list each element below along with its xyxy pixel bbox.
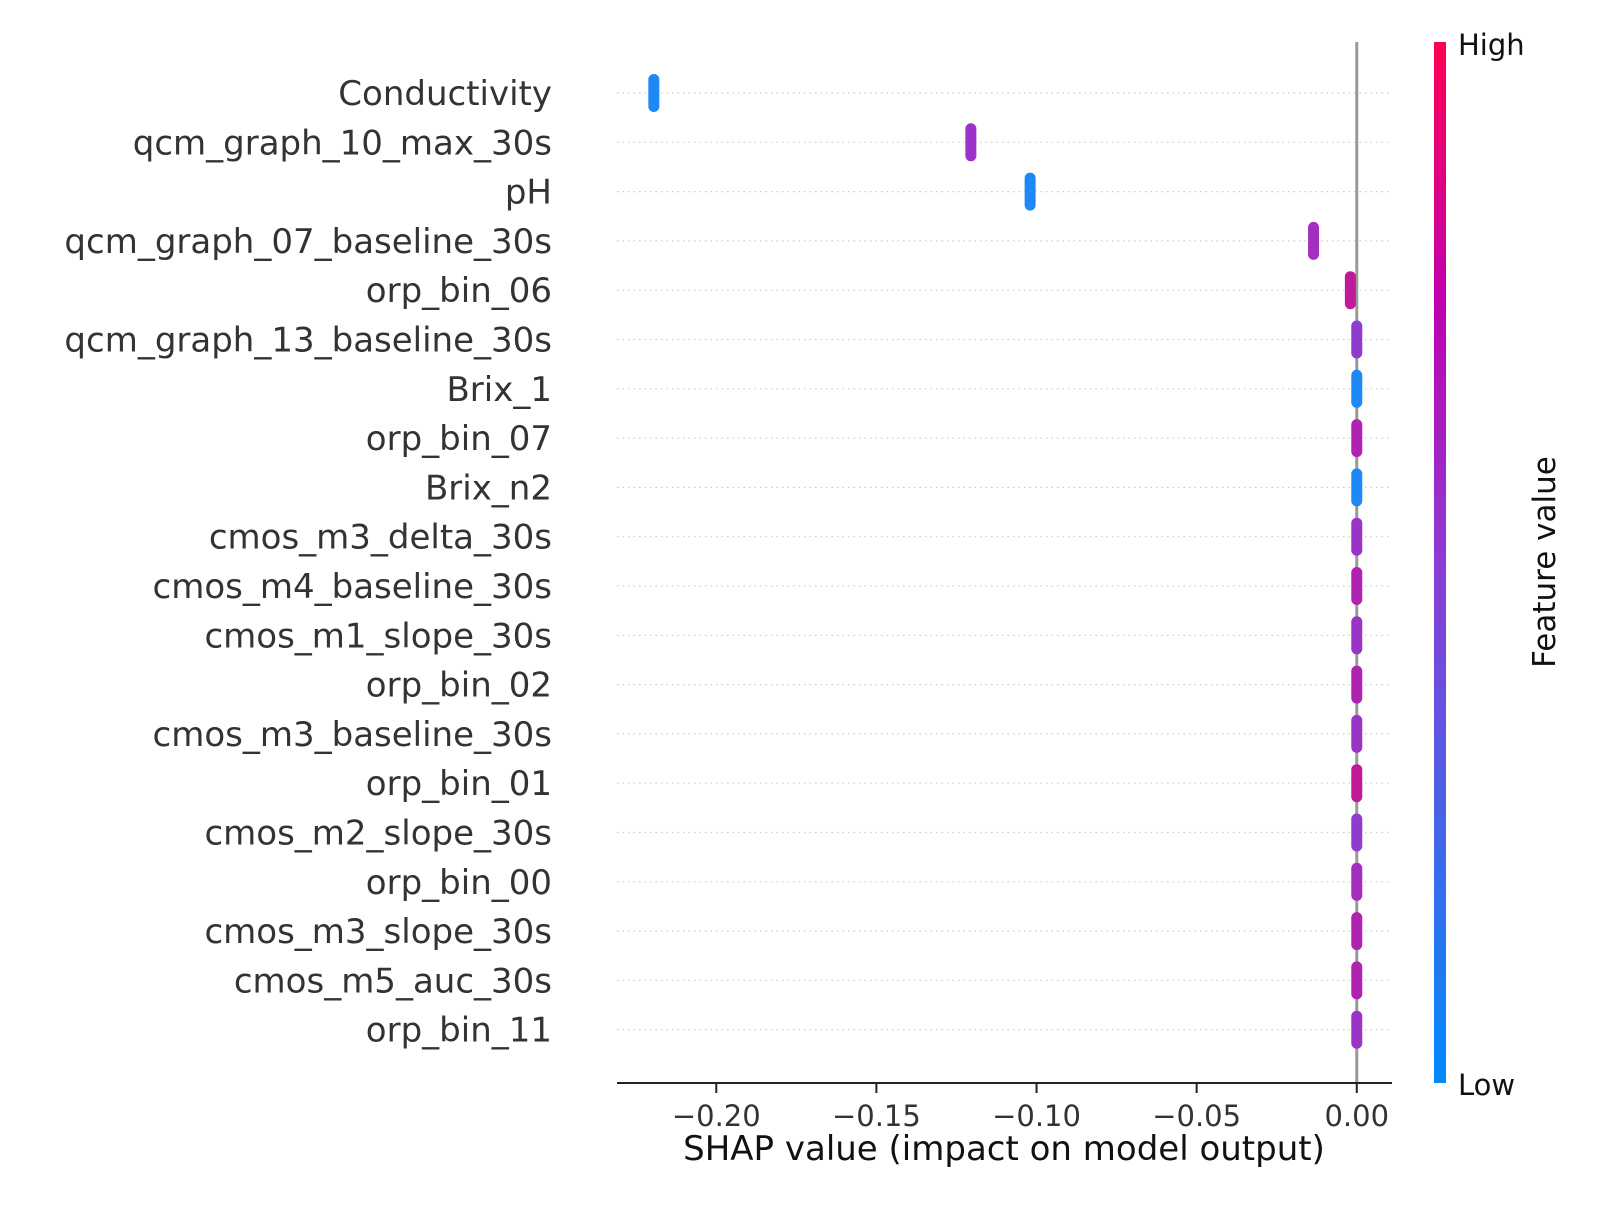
feature-label: orp_bin_00	[366, 863, 552, 903]
shap-point	[1351, 320, 1363, 359]
shap-point	[1351, 714, 1363, 753]
shap-point	[1308, 221, 1320, 260]
feature-label: cmos_m3_baseline_30s	[153, 715, 552, 755]
feature-label: cmos_m2_slope_30s	[204, 814, 552, 854]
feature-label: qcm_graph_13_baseline_30s	[64, 321, 552, 361]
feature-label: cmos_m1_slope_30s	[204, 616, 552, 656]
colorbar-low-label: Low	[1458, 1068, 1515, 1102]
feature-label: Brix_1	[446, 370, 552, 410]
feature-label: orp_bin_11	[366, 1011, 552, 1051]
feature-label: Conductivity	[338, 74, 552, 114]
x-tick-label: −0.20	[672, 1099, 761, 1133]
feature-label: cmos_m3_delta_30s	[209, 518, 552, 558]
shap-point	[1351, 567, 1363, 605]
feature-label: cmos_m4_baseline_30s	[153, 567, 552, 607]
shap-point	[1351, 517, 1363, 556]
shap-point	[1351, 616, 1363, 655]
colorbar-title: Feature value	[1527, 456, 1563, 668]
feature-label: orp_bin_06	[366, 271, 552, 311]
x-tick-label: 0.00	[1324, 1099, 1389, 1133]
shap-point	[1351, 468, 1363, 507]
data-points	[648, 74, 1363, 1049]
colorbar-high-label: High	[1458, 28, 1525, 62]
feature-label: cmos_m3_slope_30s	[204, 912, 552, 952]
shap-point	[1351, 1010, 1363, 1049]
shap-point	[965, 123, 977, 162]
shap-point	[1351, 813, 1363, 852]
shap-point	[1351, 369, 1363, 408]
feature-labels: Conductivity qcm_graph_10_max_30s pH qcm_gr…	[64, 74, 552, 1051]
feature-label: pH	[505, 173, 552, 213]
feature-label: qcm_graph_07_baseline_30s	[64, 222, 552, 262]
feature-label: Brix_n2	[425, 468, 552, 508]
colorbar-gradient	[1434, 42, 1446, 1083]
feature-label: cmos_m5_auc_30s	[234, 961, 552, 1001]
x-axis-title: SHAP value (impact on model output)	[683, 1129, 1325, 1169]
feature-label: orp_bin_07	[366, 419, 552, 459]
shap-point	[1351, 764, 1363, 803]
shap-point	[1024, 172, 1036, 211]
shap-point	[1351, 912, 1363, 951]
colorbar: High Low Feature value	[1434, 28, 1563, 1102]
feature-label: orp_bin_02	[366, 666, 552, 706]
gridlines	[617, 92, 1392, 1031]
shap-point	[1351, 419, 1363, 458]
x-tick-label: −0.10	[992, 1099, 1081, 1133]
feature-label: qcm_graph_10_max_30s	[133, 123, 552, 163]
shap-point	[1351, 665, 1363, 704]
x-tick-label: −0.05	[1152, 1099, 1241, 1133]
shap-point	[1351, 862, 1363, 901]
shap-point	[1351, 961, 1363, 1000]
shap-point	[1344, 271, 1356, 310]
x-axis: −0.20 −0.15 −0.10 −0.05 0.00	[617, 1082, 1392, 1133]
x-tick-label: −0.15	[832, 1099, 921, 1133]
feature-label: orp_bin_01	[366, 764, 552, 804]
shap-point	[648, 74, 660, 112]
